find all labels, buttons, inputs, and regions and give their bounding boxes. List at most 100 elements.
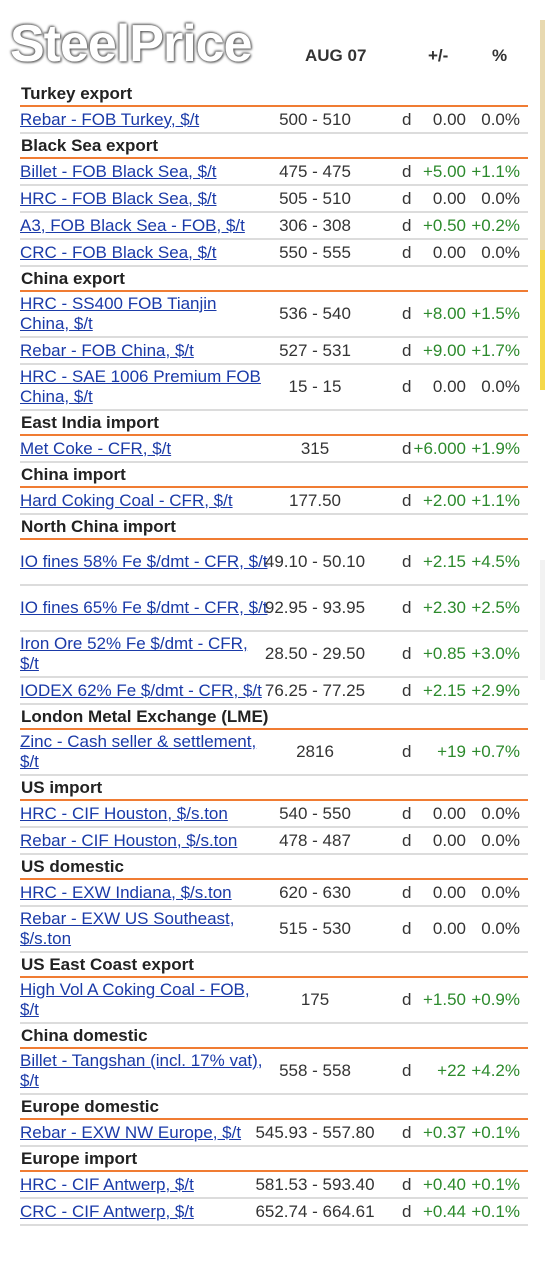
price-row: Hard Coking Coal - CFR, $/t 177.50 d +2.00 +… bbox=[20, 488, 528, 515]
percent-change: +1.1% bbox=[471, 161, 520, 181]
price-row: HRC - SAE 1006 Premium FOB China, $/t 15 … bbox=[20, 365, 528, 411]
period-indicator: d bbox=[402, 742, 412, 761]
price-change: 0.00 bbox=[432, 188, 466, 208]
price-change: +0.37 bbox=[422, 1122, 466, 1142]
price-range: 652.74 - 664.61 bbox=[255, 1201, 375, 1221]
price-change: +0.85 bbox=[422, 644, 466, 663]
price-change: 0.00 bbox=[432, 109, 466, 129]
price-range: 475 - 475 bbox=[279, 161, 351, 181]
date-column-header: AUG 07 bbox=[305, 46, 367, 65]
percent-change: +1.7% bbox=[471, 340, 520, 360]
price-row: Rebar - EXW US Southeast, $/s.ton 515 - 5… bbox=[20, 907, 528, 953]
price-range: 49.10 - 50.10 bbox=[264, 552, 366, 571]
price-row: HRC - CIF Houston, $/s.ton 540 - 550 d 0.00… bbox=[20, 801, 528, 828]
price-range: 550 - 555 bbox=[279, 242, 351, 262]
percent-change: 0.0% bbox=[481, 803, 520, 823]
percent-change: +1.1% bbox=[471, 490, 520, 510]
price-row: HRC - CIF Antwerp, $/t 581.53 - 593.40 d +0… bbox=[20, 1172, 528, 1199]
price-item-link[interactable]: CRC - CIF Antwerp, $/t bbox=[20, 1201, 194, 1221]
price-row: IO fines 58% Fe $/dmt - CFR, $/t 49.10 - … bbox=[20, 540, 528, 586]
section-header: China import bbox=[20, 463, 528, 488]
period-indicator: d bbox=[402, 552, 412, 571]
price-change: +0.44 bbox=[422, 1201, 466, 1221]
section-header: US import bbox=[20, 776, 528, 801]
price-range: 2816 bbox=[296, 742, 334, 761]
section-header: China domestic bbox=[20, 1024, 528, 1049]
price-row: Billet - Tangshan (incl. 17% vat), $/t 55… bbox=[20, 1049, 528, 1095]
price-range: 500 - 510 bbox=[279, 109, 351, 129]
price-row: HRC - FOB Black Sea, $/t 505 - 510 d 0.00 0.… bbox=[20, 186, 528, 213]
period-indicator: d bbox=[402, 1122, 412, 1142]
price-item-link[interactable]: Met Coke - CFR, $/t bbox=[20, 438, 172, 458]
price-row: A3, FOB Black Sea - FOB, $/t 306 - 308 d +0… bbox=[20, 213, 528, 240]
section-header: US East Coast export bbox=[20, 953, 528, 978]
period-indicator: d bbox=[402, 803, 412, 823]
percent-change: 0.0% bbox=[481, 377, 520, 396]
price-item-link[interactable]: Zinc - Cash seller & settlement, $/t bbox=[20, 732, 257, 771]
period-indicator: d bbox=[402, 188, 412, 208]
price-item-link[interactable]: IO fines 65% Fe $/dmt - CFR, $/t bbox=[20, 598, 268, 617]
app-header: SteelPrice AUG 07 +/- % bbox=[0, 0, 536, 82]
price-item-link[interactable]: HRC - CIF Antwerp, $/t bbox=[20, 1174, 194, 1194]
percent-change: +0.1% bbox=[471, 1122, 520, 1142]
price-row: Rebar - FOB Turkey, $/t 500 - 510 d 0.00 0.0… bbox=[20, 107, 528, 134]
period-indicator: d bbox=[402, 242, 412, 262]
price-item-link[interactable]: Rebar - CIF Houston, $/s.ton bbox=[20, 830, 238, 850]
price-item-link[interactable]: A3, FOB Black Sea - FOB, $/t bbox=[20, 215, 245, 235]
price-range: 177.50 bbox=[289, 490, 341, 510]
price-change: +2.15 bbox=[422, 680, 466, 700]
price-range: 558 - 558 bbox=[279, 1061, 351, 1080]
price-change: +19 bbox=[437, 742, 466, 761]
price-range: 175 bbox=[300, 990, 330, 1009]
percent-change: +1.9% bbox=[471, 438, 520, 458]
steelprice-logo: SteelPrice bbox=[10, 15, 252, 73]
price-row: High Vol A Coking Coal - FOB, $/t 175 d +1.… bbox=[20, 978, 528, 1024]
percent-change: +2.5% bbox=[471, 598, 520, 617]
change-column-header: +/- bbox=[428, 46, 449, 65]
price-row: CRC - CIF Antwerp, $/t 652.74 - 664.61 d +0… bbox=[20, 1199, 528, 1226]
percent-change: 0.0% bbox=[481, 830, 520, 850]
section-header: North China import bbox=[20, 515, 528, 540]
price-item-link[interactable]: High Vol A Coking Coal - FOB, $/t bbox=[20, 980, 250, 1019]
price-change: 0.00 bbox=[432, 803, 466, 823]
price-item-link[interactable]: Hard Coking Coal - CFR, $/t bbox=[20, 490, 233, 510]
price-change: +1.50 bbox=[422, 990, 466, 1009]
percent-change: +0.2% bbox=[471, 215, 520, 235]
price-change: +6.000 bbox=[413, 438, 466, 458]
price-change: 0.00 bbox=[432, 919, 466, 938]
price-item-link[interactable]: Iron Ore 52% Fe $/dmt - CFR, $/t bbox=[20, 634, 248, 673]
section-header: Black Sea export bbox=[20, 134, 528, 159]
price-range: 15 - 15 bbox=[288, 377, 342, 396]
price-item-link[interactable]: IODEX 62% Fe $/dmt - CFR, $/t bbox=[20, 680, 262, 700]
period-indicator: d bbox=[402, 882, 412, 902]
price-range: 306 - 308 bbox=[279, 215, 351, 235]
price-item-link[interactable]: Billet - FOB Black Sea, $/t bbox=[20, 161, 217, 181]
price-item-link[interactable]: Rebar - EXW US Southeast, $/s.ton bbox=[20, 909, 235, 948]
price-item-link[interactable]: CRC - FOB Black Sea, $/t bbox=[20, 242, 217, 262]
price-item-link[interactable]: Rebar - EXW NW Europe, $/t bbox=[20, 1122, 242, 1142]
price-item-link[interactable]: IO fines 58% Fe $/dmt - CFR, $/t bbox=[20, 552, 268, 571]
price-range: 620 - 630 bbox=[279, 882, 351, 902]
price-item-link[interactable]: Rebar - FOB Turkey, $/t bbox=[20, 109, 200, 129]
price-item-link[interactable]: Billet - Tangshan (incl. 17% vat), $/t bbox=[20, 1051, 263, 1090]
price-change: +5.00 bbox=[422, 161, 466, 181]
price-range: 527 - 531 bbox=[279, 340, 351, 360]
price-change: +2.15 bbox=[422, 552, 466, 571]
price-row: IO fines 65% Fe $/dmt - CFR, $/t 92.95 - … bbox=[20, 586, 528, 632]
price-item-link[interactable]: HRC - FOB Black Sea, $/t bbox=[20, 188, 217, 208]
price-item-link[interactable]: HRC - EXW Indiana, $/s.ton bbox=[20, 882, 232, 902]
section-header: US domestic bbox=[20, 855, 528, 880]
period-indicator: d bbox=[402, 490, 412, 510]
price-item-link[interactable]: Rebar - FOB China, $/t bbox=[20, 340, 194, 360]
price-item-link[interactable]: HRC - SAE 1006 Premium FOB China, $/t bbox=[20, 367, 261, 406]
section-header: China export bbox=[20, 267, 528, 292]
price-item-link[interactable]: HRC - SS400 FOB Tianjin China, $/t bbox=[20, 294, 217, 333]
percent-change: +0.9% bbox=[471, 990, 520, 1009]
price-change: 0.00 bbox=[432, 830, 466, 850]
price-item-link[interactable]: HRC - CIF Houston, $/s.ton bbox=[20, 803, 228, 823]
percent-change: +0.7% bbox=[471, 742, 520, 761]
price-change: +2.30 bbox=[422, 598, 466, 617]
percent-change: +4.5% bbox=[471, 552, 520, 571]
price-row: Met Coke - CFR, $/t 315 d +6.000 +1.9% bbox=[20, 436, 528, 463]
price-row: HRC - SS400 FOB Tianjin China, $/t 536 - … bbox=[20, 292, 528, 338]
